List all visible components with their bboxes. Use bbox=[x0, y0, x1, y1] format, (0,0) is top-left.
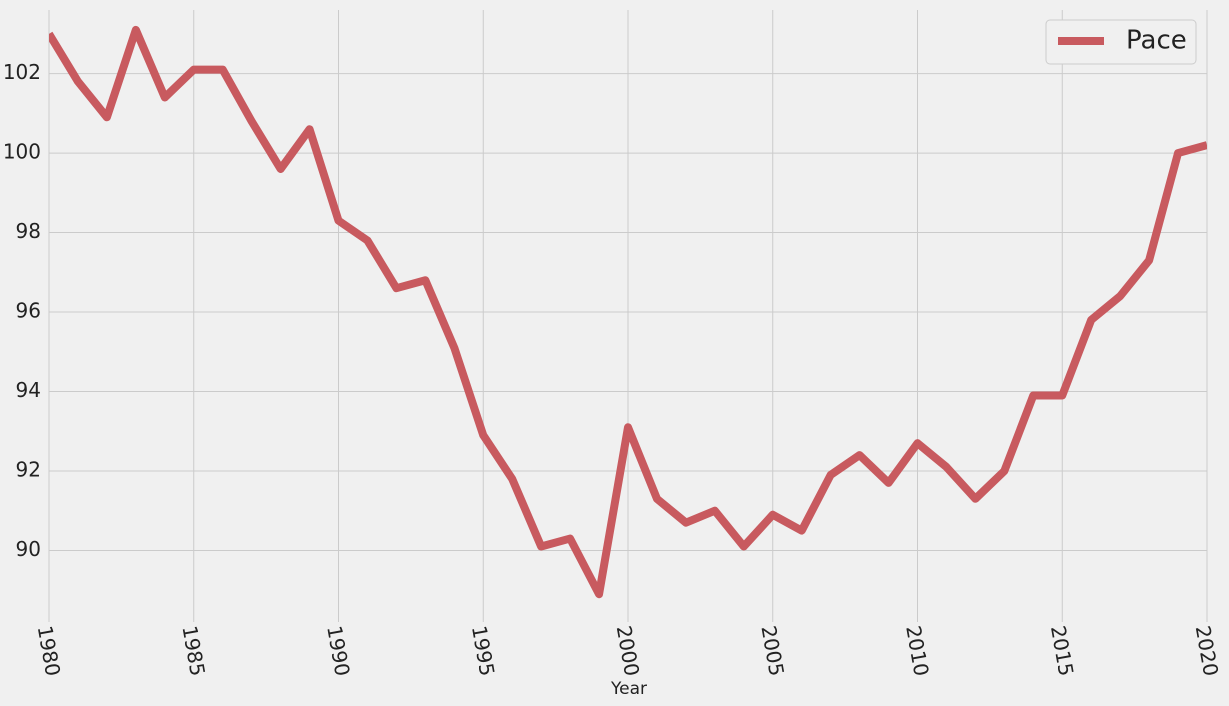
x-tick-label: 2015 bbox=[1046, 624, 1078, 678]
y-tick-label: 92 bbox=[16, 457, 41, 481]
y-tick-label: 98 bbox=[16, 219, 41, 243]
x-axis-label: Year bbox=[610, 679, 647, 699]
x-tick-label: 2005 bbox=[756, 624, 788, 678]
y-tick-label: 96 bbox=[16, 299, 41, 323]
x-tick-label: 1990 bbox=[322, 624, 354, 678]
x-tick-label: 1985 bbox=[177, 624, 209, 678]
y-tick-label: 90 bbox=[16, 537, 41, 561]
legend-box bbox=[1045, 19, 1197, 65]
y-tick-label: 100 bbox=[3, 140, 41, 164]
y-tick-label: 102 bbox=[3, 60, 41, 84]
x-tick-label: 2000 bbox=[612, 624, 644, 678]
x-tick-label: 1980 bbox=[33, 624, 65, 678]
legend-label: Pace bbox=[1126, 26, 1187, 56]
x-tick-label: 1995 bbox=[467, 624, 499, 678]
data-line bbox=[49, 25, 1207, 599]
x-tick-label: 2010 bbox=[901, 624, 933, 678]
x-tick-label: 2020 bbox=[1191, 624, 1223, 678]
y-tick-label: 94 bbox=[16, 378, 41, 402]
